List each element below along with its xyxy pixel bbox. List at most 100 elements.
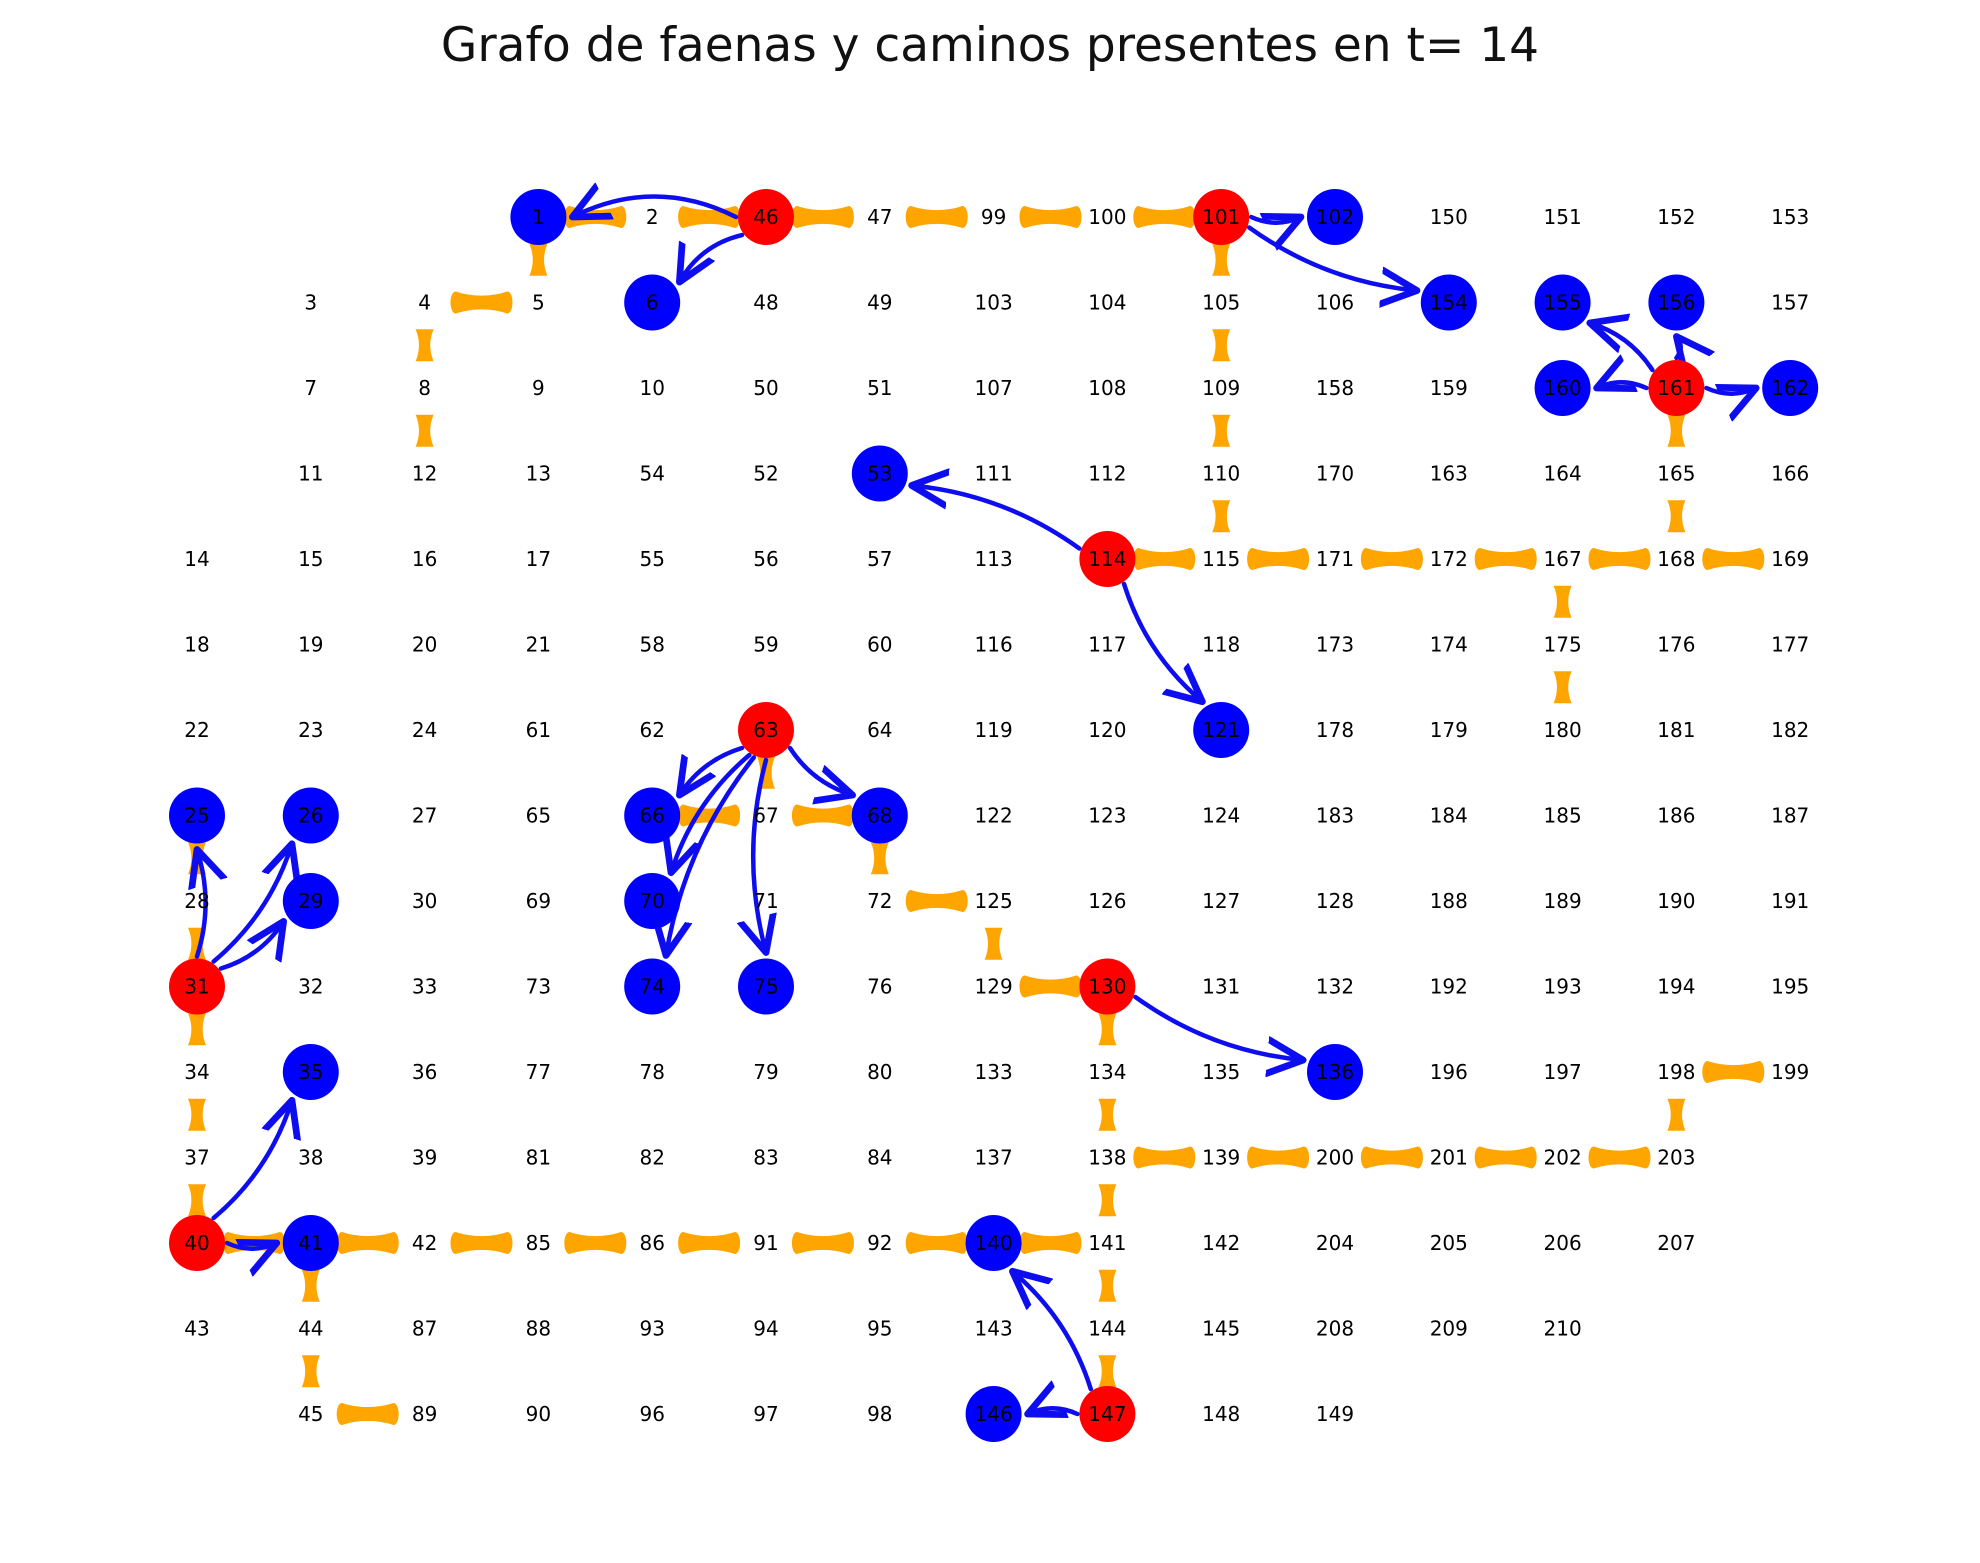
node-label-169: 169 [1771, 547, 1809, 571]
node-label-5: 5 [532, 291, 545, 315]
red-node-46 [738, 189, 794, 245]
arrow-63-74 [666, 755, 757, 955]
road-202-203 [1588, 1146, 1651, 1169]
road-37-40 [188, 1184, 206, 1217]
arrow-114-121 [1121, 581, 1202, 702]
node-label-41: 41 [298, 1231, 323, 1255]
node-label-125: 125 [975, 889, 1013, 913]
node-label-9: 9 [532, 376, 545, 400]
road-203-198 [1667, 1098, 1686, 1131]
blue-node-70 [624, 873, 681, 929]
node-label-107: 107 [975, 376, 1013, 400]
node-label-112: 112 [1088, 462, 1126, 486]
node-label-72: 72 [867, 889, 892, 913]
blue-node-29 [282, 873, 339, 929]
node-label-69: 69 [526, 889, 551, 913]
road-138-141 [1098, 1184, 1117, 1217]
arrow-101-102 [1248, 217, 1301, 223]
blue-node-75 [738, 958, 794, 1015]
node-label-208: 208 [1316, 1317, 1354, 1341]
road-172-167 [1474, 548, 1537, 570]
node-label-116: 116 [975, 633, 1013, 657]
road-130-134 [1098, 1013, 1117, 1046]
blue-node-26 [282, 787, 339, 844]
node-label-15: 15 [298, 547, 323, 571]
node-label-52: 52 [753, 462, 778, 486]
road-100-101 [1133, 206, 1196, 228]
node-label-19: 19 [298, 633, 323, 657]
node-label-178: 178 [1316, 718, 1354, 742]
arrow-63-70 [671, 752, 752, 873]
node-label-40: 40 [184, 1231, 209, 1255]
road-85-86 [564, 1232, 627, 1254]
node-label-6: 6 [646, 291, 659, 315]
node-label-192: 192 [1430, 975, 1468, 999]
node-label-46: 46 [753, 205, 778, 229]
node-label-14: 14 [184, 547, 209, 571]
node-label-68: 68 [867, 804, 892, 828]
blue-node-155 [1534, 274, 1591, 331]
node-label-171: 171 [1316, 547, 1354, 571]
road-110-115 [1212, 500, 1231, 533]
node-label-32: 32 [298, 975, 323, 999]
node-label-77: 77 [526, 1060, 551, 1084]
node-label-141: 141 [1088, 1231, 1126, 1255]
node-label-122: 122 [975, 804, 1013, 828]
node-label-62: 62 [639, 718, 664, 742]
road-4-5 [450, 291, 513, 314]
red-node-40 [169, 1215, 225, 1271]
road-72-125 [905, 890, 968, 912]
node-label-84: 84 [867, 1146, 892, 1170]
node-label-71: 71 [753, 889, 778, 913]
node-label-155: 155 [1544, 291, 1582, 315]
node-label-139: 139 [1202, 1146, 1240, 1170]
blue-node-74 [624, 958, 681, 1015]
node-label-144: 144 [1088, 1317, 1126, 1341]
red-node-130 [1079, 958, 1136, 1015]
node-label-49: 49 [867, 291, 892, 315]
node-label-61: 61 [526, 718, 551, 742]
node-label-55: 55 [639, 547, 664, 571]
node-label-129: 129 [975, 975, 1013, 999]
node-label-124: 124 [1202, 804, 1240, 828]
node-label-153: 153 [1771, 205, 1809, 229]
node-label-166: 166 [1771, 462, 1809, 486]
node-label-79: 79 [753, 1060, 778, 1084]
node-label-10: 10 [639, 376, 664, 400]
node-label-86: 86 [639, 1231, 664, 1255]
node-label-119: 119 [975, 718, 1013, 742]
node-label-31: 31 [184, 975, 209, 999]
road-42-85 [450, 1232, 513, 1254]
node-label-29: 29 [298, 889, 323, 913]
node-label-133: 133 [975, 1060, 1013, 1084]
arrow-31-25 [197, 850, 206, 959]
node-label-177: 177 [1771, 633, 1809, 657]
node-label-134: 134 [1088, 1060, 1126, 1084]
node-label-187: 187 [1771, 804, 1809, 828]
road-161-165 [1667, 414, 1686, 447]
node-label-80: 80 [867, 1060, 892, 1084]
arrow-147-146 [1028, 1408, 1080, 1414]
red-node-147 [1079, 1386, 1136, 1442]
blue-node-162 [1762, 360, 1819, 416]
arrow-63-75 [753, 757, 766, 953]
node-label-189: 189 [1544, 889, 1582, 913]
node-label-103: 103 [975, 291, 1013, 315]
node-label-76: 76 [867, 975, 892, 999]
node-label-183: 183 [1316, 804, 1354, 828]
node-label-123: 123 [1088, 804, 1126, 828]
blue-node-136 [1307, 1044, 1363, 1100]
node-label-88: 88 [526, 1317, 551, 1341]
road-171-172 [1360, 548, 1423, 570]
node-label-165: 165 [1657, 462, 1695, 486]
node-label-127: 127 [1202, 889, 1240, 913]
blue-node-102 [1307, 189, 1363, 245]
node-label-147: 147 [1088, 1402, 1126, 1426]
node-label-148: 148 [1202, 1402, 1240, 1426]
node-label-2: 2 [646, 205, 659, 229]
red-node-31 [169, 958, 225, 1015]
node-label-96: 96 [639, 1402, 664, 1426]
node-label-99: 99 [981, 205, 1006, 229]
road-114-115 [1133, 548, 1196, 570]
node-label-117: 117 [1088, 633, 1126, 657]
